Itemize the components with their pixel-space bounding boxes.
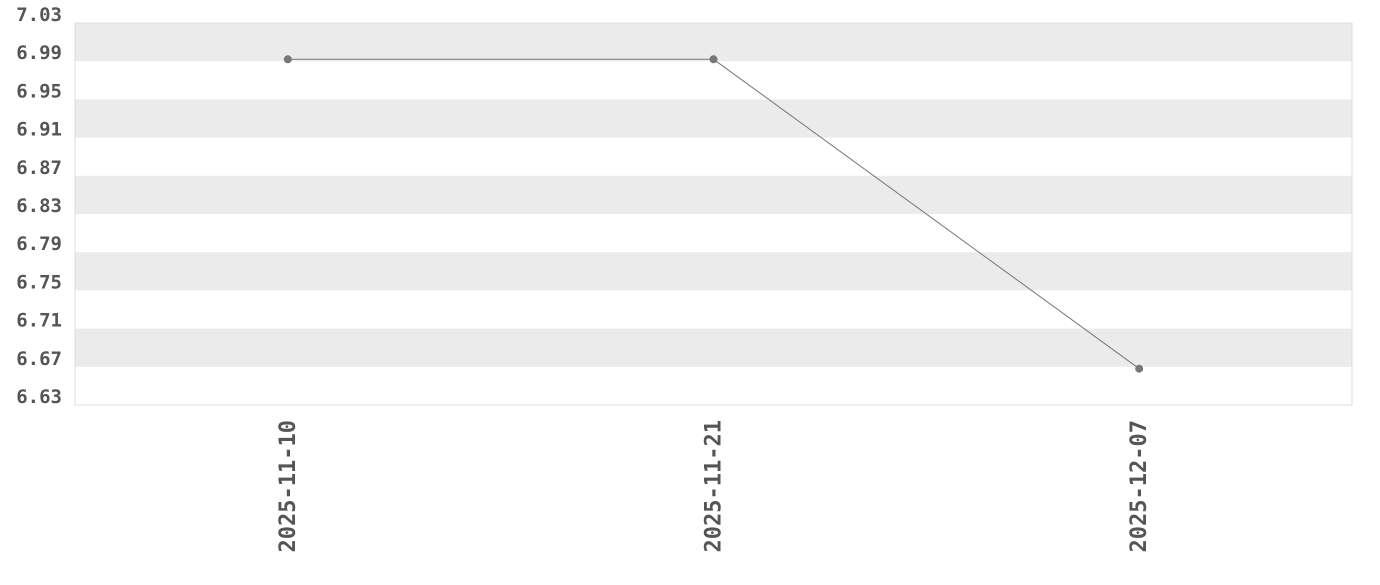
plot-frame <box>74 22 1353 406</box>
y-tick-label: 6.75 <box>16 271 62 293</box>
y-tick-label: 7.03 <box>16 4 62 26</box>
x-axis: 2025-11-10 2025-11-21 2025-12-07 <box>276 420 1152 552</box>
y-tick-label: 6.95 <box>16 80 62 102</box>
data-point <box>709 55 718 64</box>
y-tick-label: 6.99 <box>16 42 62 64</box>
grid-band <box>75 328 1352 367</box>
data-point <box>283 55 292 64</box>
grid-band <box>75 252 1352 291</box>
grid-bands <box>75 23 1352 367</box>
y-tick-label: 6.91 <box>16 119 62 141</box>
y-tick-label: 6.63 <box>16 386 62 408</box>
grid-band <box>75 23 1352 62</box>
y-tick-label: 6.71 <box>16 310 62 332</box>
y-axis: 7.03 6.99 6.95 6.91 6.87 6.83 6.79 6.75 6.71 6.67… <box>16 4 62 408</box>
x-tick-label: 2025-12-07 <box>1127 420 1152 552</box>
y-tick-label: 6.87 <box>16 157 62 179</box>
series <box>283 55 1144 373</box>
data-point <box>1135 364 1144 373</box>
y-tick-label: 6.67 <box>16 348 62 370</box>
x-tick-label: 2025-11-10 <box>276 420 301 552</box>
grid-band <box>75 99 1352 138</box>
x-tick-label: 2025-11-21 <box>702 420 727 552</box>
y-tick-label: 6.83 <box>16 195 62 217</box>
y-tick-label: 6.79 <box>16 233 62 255</box>
grid-band <box>75 175 1352 214</box>
